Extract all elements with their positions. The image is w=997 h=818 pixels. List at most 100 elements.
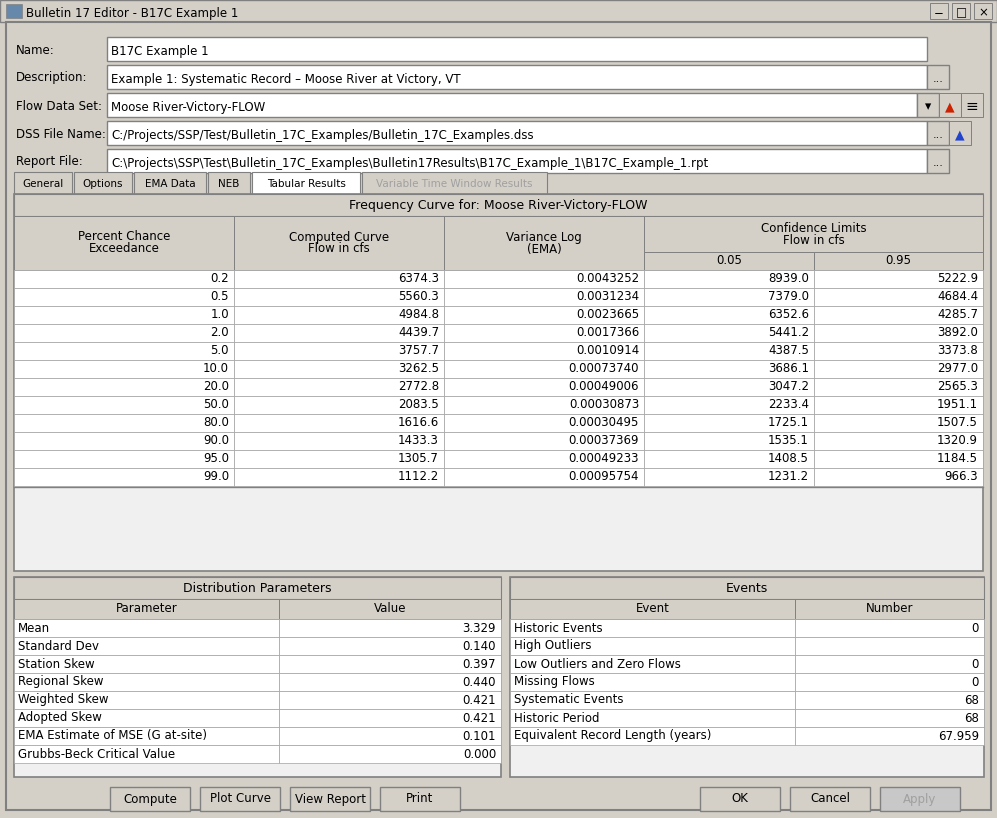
Text: 4684.4: 4684.4	[937, 290, 978, 303]
Text: 0.440: 0.440	[463, 676, 496, 689]
Bar	[107, 65, 927, 89]
Bar	[14, 288, 234, 306]
Bar	[814, 468, 983, 486]
Text: 3757.7: 3757.7	[398, 344, 439, 357]
Text: Parameter: Parameter	[116, 603, 177, 615]
Bar	[814, 270, 983, 288]
Bar	[6, 4, 22, 18]
Text: 3373.8: 3373.8	[937, 344, 978, 357]
Text: 1.0: 1.0	[210, 308, 229, 321]
Text: Cancel: Cancel	[810, 793, 850, 806]
Text: Flow in cfs: Flow in cfs	[783, 233, 844, 246]
Bar	[107, 149, 927, 173]
Bar	[510, 577, 984, 777]
Text: 1231.2: 1231.2	[768, 470, 809, 483]
Text: View Report: View Report	[294, 793, 366, 806]
Text: 3.329: 3.329	[463, 622, 496, 635]
Text: 1951.1: 1951.1	[937, 398, 978, 411]
Bar	[644, 396, 814, 414]
Bar	[14, 342, 234, 360]
Bar	[814, 450, 983, 468]
Bar	[444, 288, 644, 306]
Text: 0.397: 0.397	[463, 658, 496, 671]
Bar	[444, 396, 644, 414]
Text: Historic Period: Historic Period	[514, 712, 599, 725]
Bar	[644, 450, 814, 468]
Text: Events: Events	[726, 582, 768, 595]
Text: 0: 0	[972, 676, 979, 689]
Bar	[362, 172, 547, 194]
Text: Equivalent Record Length (years): Equivalent Record Length (years)	[514, 730, 712, 743]
Text: Exceedance: Exceedance	[89, 242, 160, 255]
Bar	[644, 216, 983, 252]
Text: 5222.9: 5222.9	[937, 272, 978, 285]
Text: C:\Projects\SSP\Test\Bulletin_17C_Examples\Bulletin17Results\B17C_Example_1\B17C: C:\Projects\SSP\Test\Bulletin_17C_Exampl…	[111, 156, 708, 169]
Bar	[444, 306, 644, 324]
Bar	[234, 270, 444, 288]
Bar	[795, 691, 984, 709]
Text: (EMA): (EMA)	[526, 242, 561, 255]
Bar	[380, 787, 460, 811]
Bar	[14, 619, 279, 637]
Text: Low Outliers and Zero Flows: Low Outliers and Zero Flows	[514, 658, 681, 671]
Bar	[790, 787, 870, 811]
Bar	[279, 745, 501, 763]
Bar	[14, 709, 279, 727]
Bar	[644, 342, 814, 360]
Bar	[14, 432, 234, 450]
Bar	[814, 378, 983, 396]
Text: 0.00073740: 0.00073740	[568, 362, 639, 375]
Text: 5441.2: 5441.2	[768, 326, 809, 339]
Bar	[290, 787, 370, 811]
Text: 4984.8: 4984.8	[398, 308, 439, 321]
Bar	[795, 655, 984, 673]
Bar	[444, 468, 644, 486]
Bar	[14, 360, 234, 378]
Text: Plot Curve: Plot Curve	[209, 793, 270, 806]
Text: 1616.6: 1616.6	[398, 416, 439, 429]
Bar	[200, 787, 280, 811]
Text: EMA Data: EMA Data	[145, 179, 195, 189]
Text: 0.5: 0.5	[210, 290, 229, 303]
Text: □: □	[955, 7, 966, 20]
Bar	[14, 270, 234, 288]
Text: 3686.1: 3686.1	[768, 362, 809, 375]
Text: OK: OK	[732, 793, 749, 806]
Text: 0.00095754: 0.00095754	[568, 470, 639, 483]
Bar	[444, 216, 644, 270]
Text: ≡: ≡	[966, 100, 978, 115]
Bar	[644, 414, 814, 432]
Text: ▾: ▾	[925, 101, 931, 114]
Bar	[961, 93, 983, 117]
Text: Compute: Compute	[123, 793, 176, 806]
Bar	[234, 324, 444, 342]
Text: Number: Number	[865, 603, 913, 615]
Text: 4439.7: 4439.7	[398, 326, 439, 339]
Bar	[510, 727, 795, 745]
Bar	[644, 378, 814, 396]
Text: 1433.3: 1433.3	[398, 434, 439, 447]
Text: 1725.1: 1725.1	[768, 416, 809, 429]
Text: 0: 0	[972, 658, 979, 671]
Text: 0.00037369: 0.00037369	[568, 434, 639, 447]
Text: Moose River-Victory-FLOW: Moose River-Victory-FLOW	[111, 101, 265, 114]
Bar	[444, 342, 644, 360]
Text: 0.0010914: 0.0010914	[575, 344, 639, 357]
Bar	[234, 306, 444, 324]
Bar	[110, 787, 190, 811]
Bar	[795, 637, 984, 655]
Bar	[814, 252, 983, 270]
Bar	[14, 396, 234, 414]
Text: 4285.7: 4285.7	[937, 308, 978, 321]
Bar	[14, 194, 983, 571]
Text: 0.00030495: 0.00030495	[568, 416, 639, 429]
Text: 6374.3: 6374.3	[398, 272, 439, 285]
Text: −: −	[934, 7, 944, 20]
Bar	[234, 414, 444, 432]
Text: General: General	[22, 179, 64, 189]
Bar	[14, 691, 279, 709]
Bar	[644, 468, 814, 486]
Bar	[510, 619, 795, 637]
Text: Variable Time Window Results: Variable Time Window Results	[376, 179, 532, 189]
Text: EMA Estimate of MSE (G at-site): EMA Estimate of MSE (G at-site)	[18, 730, 207, 743]
